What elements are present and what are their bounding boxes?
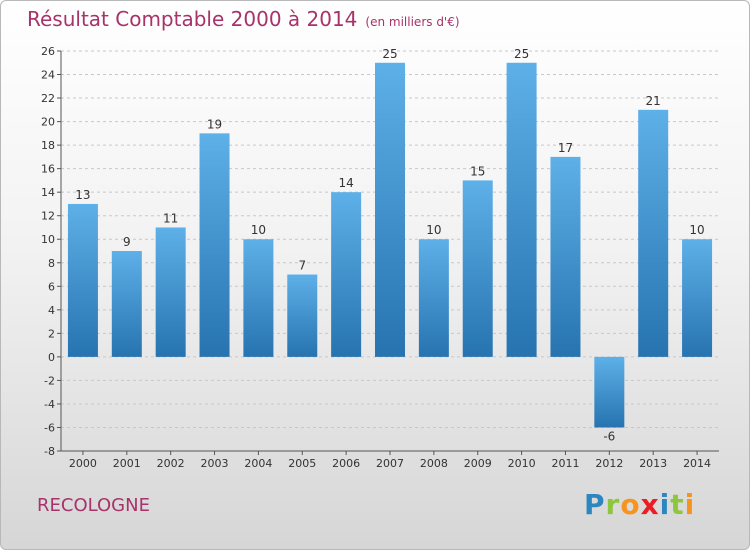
x-tick-label: 2006	[332, 457, 360, 470]
logo-letter: o	[620, 488, 641, 521]
logo-letter: i	[659, 488, 671, 521]
x-tick-label: 2005	[288, 457, 316, 470]
data-label: 10	[426, 223, 441, 237]
chart-title: Résultat Comptable 2000 à 2014 (en millie…	[27, 7, 460, 31]
bar	[682, 239, 713, 357]
data-label: 13	[75, 188, 90, 202]
bar	[67, 203, 98, 357]
y-tick-label: -6	[44, 421, 55, 434]
x-tick-label: 2004	[244, 457, 272, 470]
data-label: 21	[646, 94, 661, 108]
y-tick-label: -8	[44, 445, 55, 458]
data-label: 19	[207, 117, 222, 131]
bar	[638, 109, 669, 357]
y-tick-label: 26	[41, 45, 55, 58]
x-tick-label: 2002	[157, 457, 185, 470]
data-label: 9	[123, 235, 131, 249]
x-tick-label: 2001	[113, 457, 141, 470]
y-tick-label: 16	[41, 163, 55, 176]
commune-name: RECOLOGNE	[37, 495, 150, 516]
y-tick-label: 8	[48, 257, 55, 270]
y-tick-label: 18	[41, 139, 55, 152]
y-tick-label: 4	[48, 304, 55, 317]
x-tick-label: 2008	[420, 457, 448, 470]
logo-letter: x	[640, 488, 660, 521]
logo-letter: i	[684, 488, 696, 521]
y-tick-label: -4	[44, 398, 55, 411]
y-tick-label: 20	[41, 116, 55, 129]
data-label: -6	[603, 429, 615, 443]
chart-subtitle: (en milliers d'€)	[365, 15, 460, 29]
logo-letter: P	[584, 488, 606, 521]
y-tick-label: 12	[41, 210, 55, 223]
bar	[155, 227, 186, 357]
data-label: 14	[338, 176, 353, 190]
x-tick-label: 2010	[508, 457, 536, 470]
data-label: 10	[251, 223, 266, 237]
x-tick-label: 2012	[595, 457, 623, 470]
x-tick-label: 2014	[683, 457, 711, 470]
bar	[243, 239, 274, 357]
y-tick-label: 24	[41, 69, 55, 82]
data-label: 11	[163, 211, 178, 225]
y-tick-label: 14	[41, 186, 55, 199]
logo-letter: r	[605, 488, 621, 521]
bar	[199, 133, 230, 357]
x-tick-label: 2003	[201, 457, 229, 470]
data-label: 7	[298, 259, 306, 273]
proxiti-logo[interactable]: Proxiti	[584, 488, 695, 521]
y-tick-label: 2	[48, 327, 55, 340]
data-label: 25	[514, 47, 529, 61]
y-tick-label: -2	[44, 374, 55, 387]
bar	[462, 180, 493, 357]
bar	[594, 356, 625, 428]
bar	[111, 251, 142, 357]
y-tick-label: 0	[48, 351, 55, 364]
y-tick-label: 6	[48, 280, 55, 293]
x-tick-label: 2000	[69, 457, 97, 470]
data-label: 25	[382, 47, 397, 61]
x-tick-label: 2007	[376, 457, 404, 470]
bar	[331, 192, 362, 357]
data-label: 17	[558, 141, 573, 155]
data-label: 15	[470, 164, 485, 178]
x-tick-label: 2013	[639, 457, 667, 470]
logo-letter: t	[670, 488, 685, 521]
bar	[506, 62, 537, 357]
bar	[550, 156, 581, 357]
bar	[375, 62, 405, 357]
bar	[418, 239, 449, 357]
y-tick-label: 10	[41, 233, 55, 246]
bar	[287, 274, 318, 357]
data-label: 10	[689, 223, 704, 237]
x-tick-label: 2011	[551, 457, 579, 470]
chart-title-text: Résultat Comptable 2000 à 2014	[27, 7, 358, 31]
x-tick-label: 2009	[464, 457, 492, 470]
y-tick-label: 22	[41, 92, 55, 105]
